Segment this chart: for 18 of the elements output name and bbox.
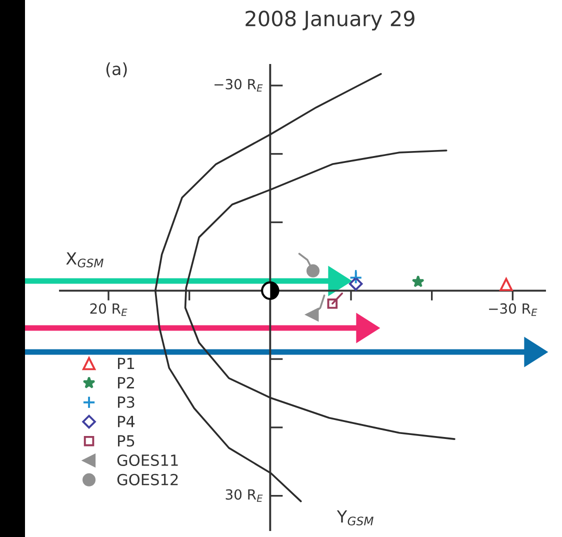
legend-label: P5 xyxy=(118,435,134,447)
legend-label: P1 xyxy=(118,358,134,369)
legend-label: P2 xyxy=(118,376,134,388)
point xyxy=(348,276,363,291)
annotation: (a) xyxy=(106,62,127,78)
y-axis-title: Y$_{GSM}$ xyxy=(336,510,374,526)
y-tick-label: 30 R$_{E}$ xyxy=(226,489,263,502)
point xyxy=(327,298,338,309)
x-axis-title: X$_{GSM}$ xyxy=(66,252,104,268)
legend-label: P3 xyxy=(118,396,134,408)
point xyxy=(500,278,513,292)
legend-label: GOES11 xyxy=(117,454,178,466)
x-tick-label: 20 R$_{E}$ xyxy=(90,303,128,316)
point xyxy=(412,275,424,288)
legend-label: P4 xyxy=(118,416,135,428)
chart-title: 2008 January 29 xyxy=(246,10,414,30)
point xyxy=(306,264,320,278)
legend-label: GOES12 xyxy=(117,474,178,486)
